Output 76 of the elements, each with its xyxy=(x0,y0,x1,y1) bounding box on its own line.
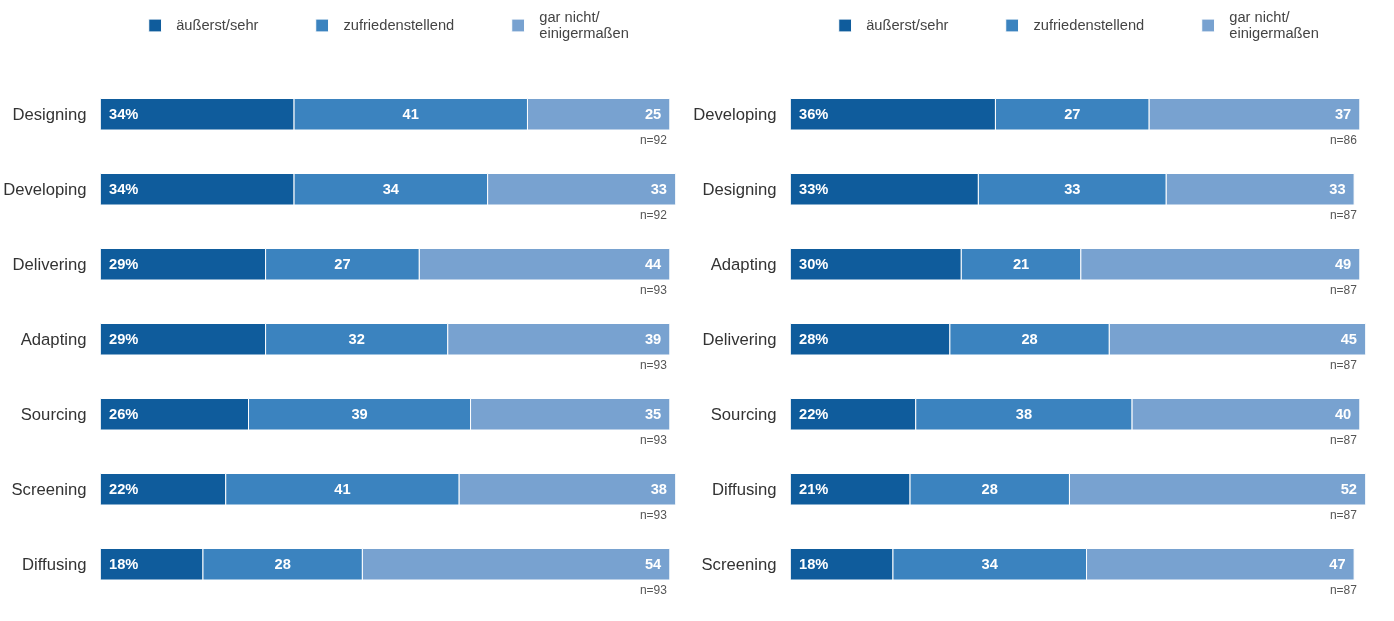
annotation: n=87 xyxy=(1329,433,1358,447)
legend-label: äußerst/sehr xyxy=(866,17,949,33)
data-label: 47 xyxy=(1329,556,1346,573)
annotation: n=87 xyxy=(1329,508,1358,522)
annotation: n=87 xyxy=(1329,583,1358,597)
data-label: 18% xyxy=(109,556,139,573)
y-tick-label: Sourcing xyxy=(710,404,777,424)
annotation: n=93 xyxy=(639,583,668,597)
y-tick-label: Screening xyxy=(701,554,777,574)
data-label: 28 xyxy=(274,556,291,573)
data-label: 28% xyxy=(799,331,829,348)
data-label: 35 xyxy=(644,406,662,423)
legend-label: gar nicht/ einigermaßen xyxy=(1229,9,1319,41)
annotation: n=87 xyxy=(1329,208,1358,222)
y-tick-label: Developing xyxy=(693,104,777,124)
data-label: 45 xyxy=(1340,331,1357,348)
legend-label: äußerst/sehr xyxy=(176,17,259,33)
data-label: 33 xyxy=(650,181,667,198)
data-label: 34 xyxy=(981,556,999,573)
data-label: 36% xyxy=(799,106,829,123)
data-label: 32 xyxy=(348,331,365,348)
data-label: 34 xyxy=(382,181,400,198)
data-label: 38 xyxy=(1015,406,1033,423)
data-label: 21% xyxy=(799,481,829,498)
y-tick-label: Developing xyxy=(3,179,87,199)
data-label: 18% xyxy=(799,556,829,573)
y-tick-label: Diffusing xyxy=(712,479,777,499)
y-tick-label: Adapting xyxy=(20,329,87,349)
data-label: 40 xyxy=(1334,406,1352,423)
data-label: 37 xyxy=(1334,106,1352,123)
y-tick-label: Diffusing xyxy=(22,554,87,574)
annotation: n=92 xyxy=(639,208,668,222)
data-label: 22% xyxy=(799,406,829,423)
data-label: 28 xyxy=(1021,331,1038,348)
y-tick-label: Delivering xyxy=(12,254,87,274)
legend-label: gar nicht/ einigermaßen xyxy=(539,9,629,41)
annotation: n=93 xyxy=(639,283,668,297)
y-tick-label: Adapting xyxy=(710,254,777,274)
legend-label: zufriedenstellend xyxy=(1033,17,1145,33)
y-tick-label: Screening xyxy=(11,479,87,499)
y-tick-label: Designing xyxy=(12,104,87,124)
data-label: 49 xyxy=(1334,256,1352,273)
data-label: 33 xyxy=(1064,181,1081,198)
annotation: n=86 xyxy=(1329,133,1358,147)
data-label: 29% xyxy=(109,331,139,348)
data-label: 38 xyxy=(650,481,667,498)
annotation: n=93 xyxy=(639,508,668,522)
data-label: 41 xyxy=(402,106,419,123)
data-label: 25 xyxy=(644,106,662,123)
annotation: n=93 xyxy=(639,358,668,372)
legend-label: zufriedenstellend xyxy=(343,17,455,33)
y-tick-label: Sourcing xyxy=(20,404,87,424)
data-label: 29% xyxy=(109,256,139,273)
data-label: 21 xyxy=(1012,256,1030,273)
data-label: 34% xyxy=(109,106,139,123)
y-tick-label: Delivering xyxy=(702,329,777,349)
data-label: 39 xyxy=(351,406,368,423)
data-label: 26% xyxy=(109,406,139,423)
data-label: 52 xyxy=(1340,481,1357,498)
data-label: 41 xyxy=(334,481,351,498)
data-label: 22% xyxy=(109,481,139,498)
annotation: n=93 xyxy=(639,433,668,447)
data-label: 33 xyxy=(1329,181,1346,198)
data-label: 27 xyxy=(1064,106,1081,123)
data-label: 33% xyxy=(799,181,829,198)
data-label: 30% xyxy=(799,256,829,273)
y-tick-label: Designing xyxy=(702,179,777,199)
data-label: 28 xyxy=(981,481,998,498)
annotation: n=87 xyxy=(1329,283,1358,297)
data-label: 44 xyxy=(644,256,663,273)
data-label: 54 xyxy=(644,556,663,573)
annotation: n=87 xyxy=(1329,358,1358,372)
data-label: 34% xyxy=(109,181,139,198)
data-label: 27 xyxy=(334,256,351,273)
annotation: n=92 xyxy=(639,133,668,147)
data-label: 39 xyxy=(644,331,662,348)
